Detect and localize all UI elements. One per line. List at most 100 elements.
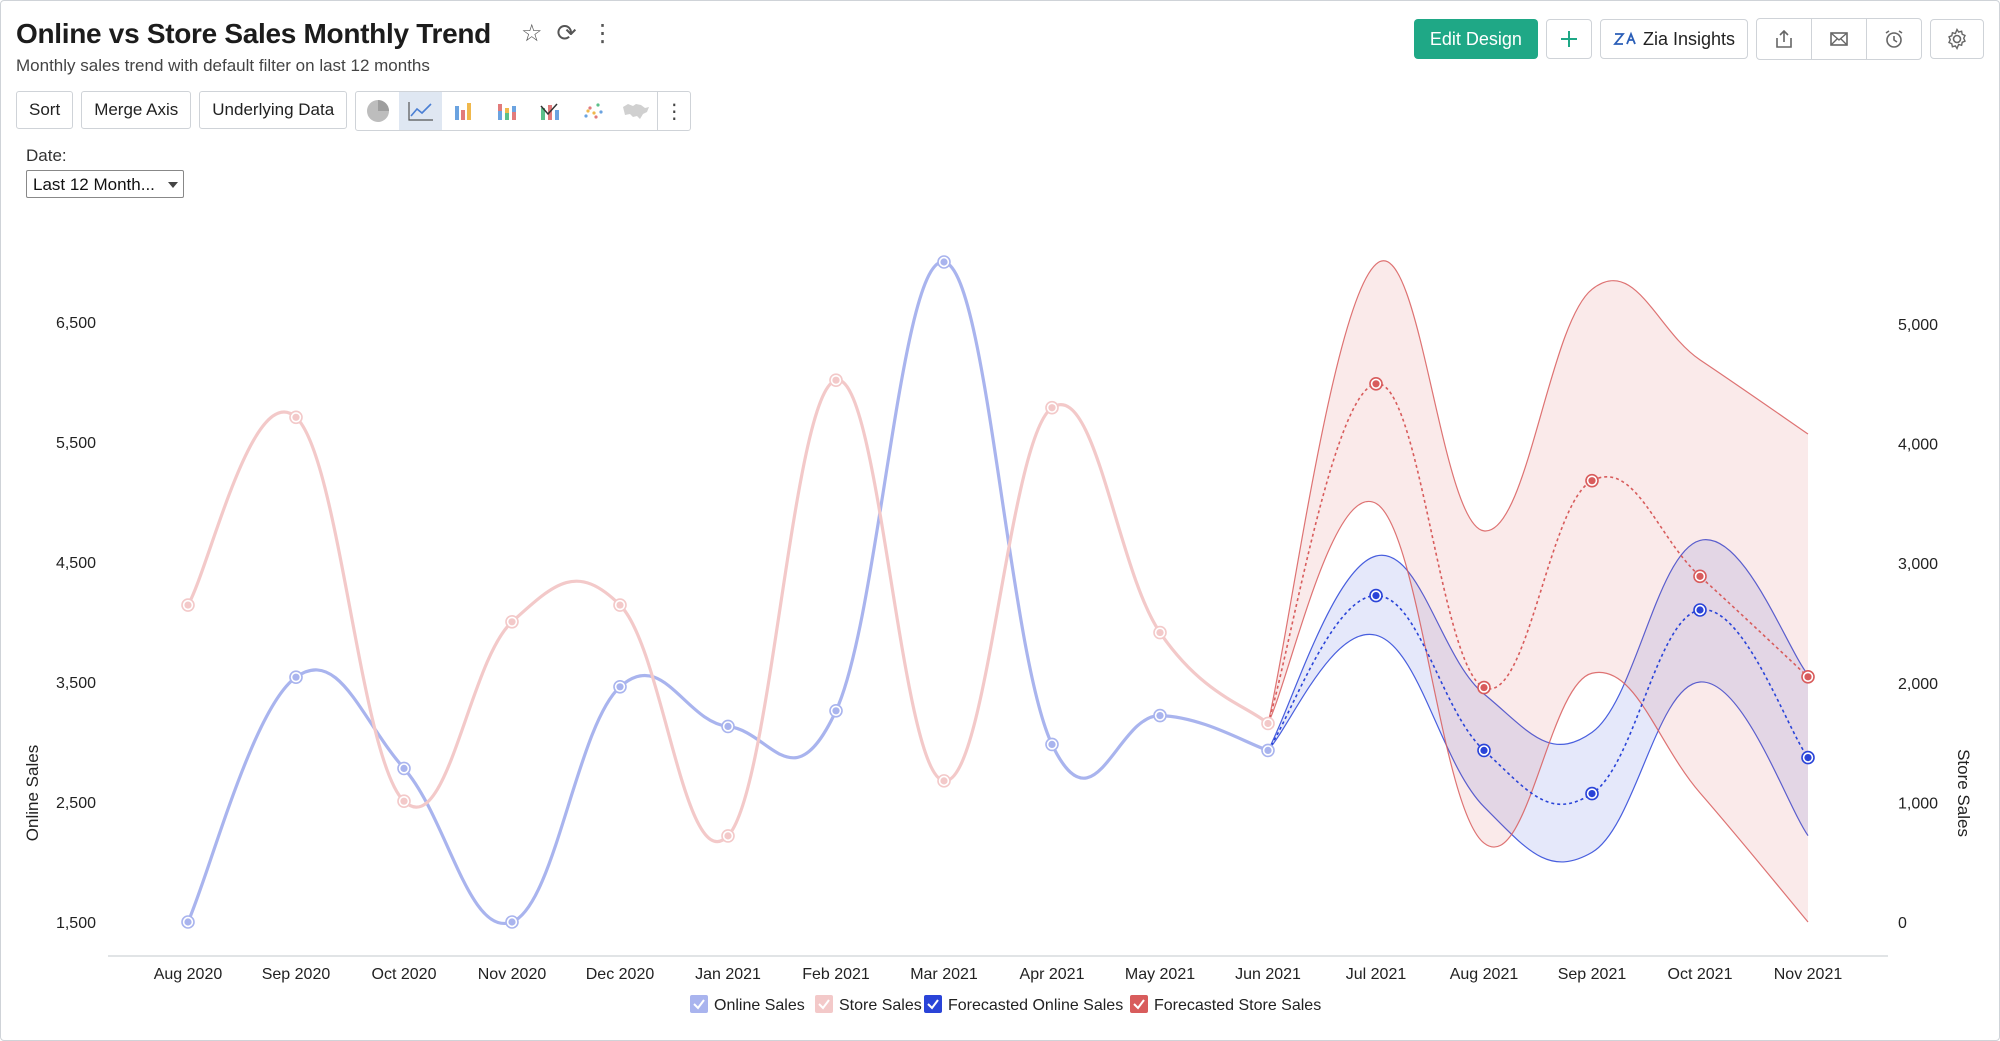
pie-chart-icon (366, 100, 389, 122)
check-mark (1133, 999, 1145, 1010)
export-icon (1776, 29, 1792, 48)
forecast-band-upper-3 (1267, 260, 1809, 724)
y-left-tick-label: 4,500 (56, 555, 96, 572)
stacked-bar-icon (497, 104, 516, 120)
date-filter-label: Date: (26, 146, 67, 165)
check-icon (815, 995, 833, 1013)
y-right-tick-label: 5,000 (1898, 317, 1938, 334)
data-point-core (400, 764, 408, 773)
email-button[interactable] (1812, 19, 1867, 59)
title-row: Online vs Store Sales Monthly Trend ☆ ⟳ … (16, 18, 615, 50)
chart-type-bar[interactable] (442, 92, 485, 130)
forecast-band-lower-2 (1267, 633, 1809, 863)
data-point-core (1804, 673, 1812, 681)
zia-insights-button[interactable]: Zia Insights (1599, 19, 1748, 59)
data-point-core (1156, 712, 1164, 720)
data-point-core (616, 683, 624, 691)
refresh-icon[interactable]: ⟳ (556, 20, 577, 47)
line-chart: Aug 2020 Sep 2020 Oct 2020 Nov 2020 Dec 2020… (23, 255, 1973, 1014)
x-tick-label: Aug 2020 (154, 966, 223, 983)
data-point-core (1048, 740, 1056, 749)
page-title: Online vs Store Sales Monthly Trend (16, 18, 491, 49)
tick-labels: Aug 2020 Sep 2020 Oct 2020 Nov 2020 Dec 2020… (56, 315, 1938, 983)
check-icon (690, 995, 708, 1013)
data-point-core (1372, 380, 1380, 388)
y-left-tick-label: 2,500 (56, 795, 96, 812)
gear-icon (1948, 27, 1966, 51)
data-point-core (1048, 404, 1056, 412)
data-point-core (1696, 572, 1704, 580)
share-actions-group (1756, 18, 1922, 60)
mail-icon (1830, 32, 1848, 46)
x-tick-label: Mar 2021 (910, 966, 978, 983)
data-point-core (724, 722, 732, 731)
forecast-band-fill-3 (1268, 260, 1808, 922)
date-filter-select[interactable]: Last 12 Month... (26, 170, 184, 198)
data-point-core (1372, 592, 1380, 600)
alarm-icon (1885, 30, 1903, 48)
settings-button[interactable] (1930, 19, 1984, 59)
chart-type-scatter[interactable] (571, 92, 614, 130)
scatter-chart-icon (584, 103, 603, 119)
data-points (181, 255, 1815, 929)
chart-legend: Online Sales Store Sales Forecasted Online… (690, 995, 1321, 1014)
alarm-button[interactable] (1867, 19, 1921, 59)
page-subtitle: Monthly sales trend with default filter … (16, 56, 430, 75)
check-icon (924, 995, 942, 1013)
legend-item-0[interactable]: Online Sales (690, 995, 805, 1014)
chevron-down-icon (168, 182, 178, 188)
chart-type-pie[interactable] (356, 92, 399, 130)
x-tick-label: Aug 2021 (1450, 966, 1519, 983)
legend-item-2[interactable]: Forecasted Online Sales (924, 995, 1123, 1014)
export-button[interactable] (1757, 19, 1812, 59)
legend-item-3[interactable]: Forecasted Store Sales (1130, 995, 1321, 1014)
y-left-axis-title: Online Sales (23, 745, 42, 841)
x-tick-label: Oct 2021 (1668, 966, 1733, 983)
forecast-bands (1267, 260, 1809, 923)
add-button[interactable] (1545, 19, 1592, 59)
check-mark (693, 999, 705, 1010)
check-mark (818, 999, 830, 1010)
combo-chart-icon (540, 103, 559, 120)
data-point-core (1480, 746, 1488, 755)
underlying-data-button[interactable]: Underlying Data (199, 91, 348, 129)
forecast-band-upper-2 (1267, 539, 1809, 751)
series-line-3 (1267, 382, 1809, 724)
data-point-core (1264, 719, 1272, 728)
chart-type-combo[interactable] (528, 92, 571, 130)
x-tick-label: Jan 2021 (695, 966, 761, 983)
data-point-core (1588, 477, 1596, 485)
data-point-core (616, 601, 624, 609)
date-filter-value: Last 12 Month... (33, 175, 155, 194)
data-point-core (1804, 754, 1812, 762)
data-point-core (832, 707, 840, 715)
data-point-core (1264, 746, 1272, 755)
x-tick-label: Nov 2021 (1774, 966, 1843, 983)
y-left-tick-label: 3,500 (56, 675, 96, 692)
x-tick-label: Apr 2021 (1020, 966, 1085, 983)
chart-type-map[interactable] (614, 92, 657, 130)
chart-toolbar: Sort Merge Axis Underlying Data ⋮ (16, 91, 692, 131)
top-actions: Edit Design Zia Insights (1413, 18, 1984, 60)
sort-button[interactable]: Sort (16, 91, 74, 129)
chart-type-stacked[interactable] (485, 92, 528, 130)
series-line-0 (186, 260, 1269, 926)
x-tick-label: Oct 2020 (372, 966, 437, 983)
plus-icon (1560, 31, 1577, 47)
zia-icon (1613, 31, 1636, 45)
y-right-tick-label: 3,000 (1898, 556, 1938, 573)
legend-item-1[interactable]: Store Sales (815, 995, 922, 1014)
chart-type-line[interactable] (399, 92, 443, 130)
x-tick-label: Nov 2020 (478, 966, 547, 983)
data-point-core (940, 258, 948, 266)
data-point-core (1480, 683, 1488, 692)
data-point-core (1156, 628, 1164, 637)
edit-design-button[interactable]: Edit Design (1413, 19, 1538, 59)
x-tick-label: May 2021 (1125, 966, 1195, 983)
merge-axis-button[interactable]: Merge Axis (81, 91, 192, 129)
star-icon[interactable]: ☆ (520, 20, 543, 47)
zia-insights-label: Zia Insights (1642, 28, 1735, 49)
data-point-core (508, 618, 516, 626)
more-vertical-icon[interactable]: ⋮ (590, 20, 615, 47)
more-chart-types-button[interactable]: ⋮ (657, 92, 690, 130)
